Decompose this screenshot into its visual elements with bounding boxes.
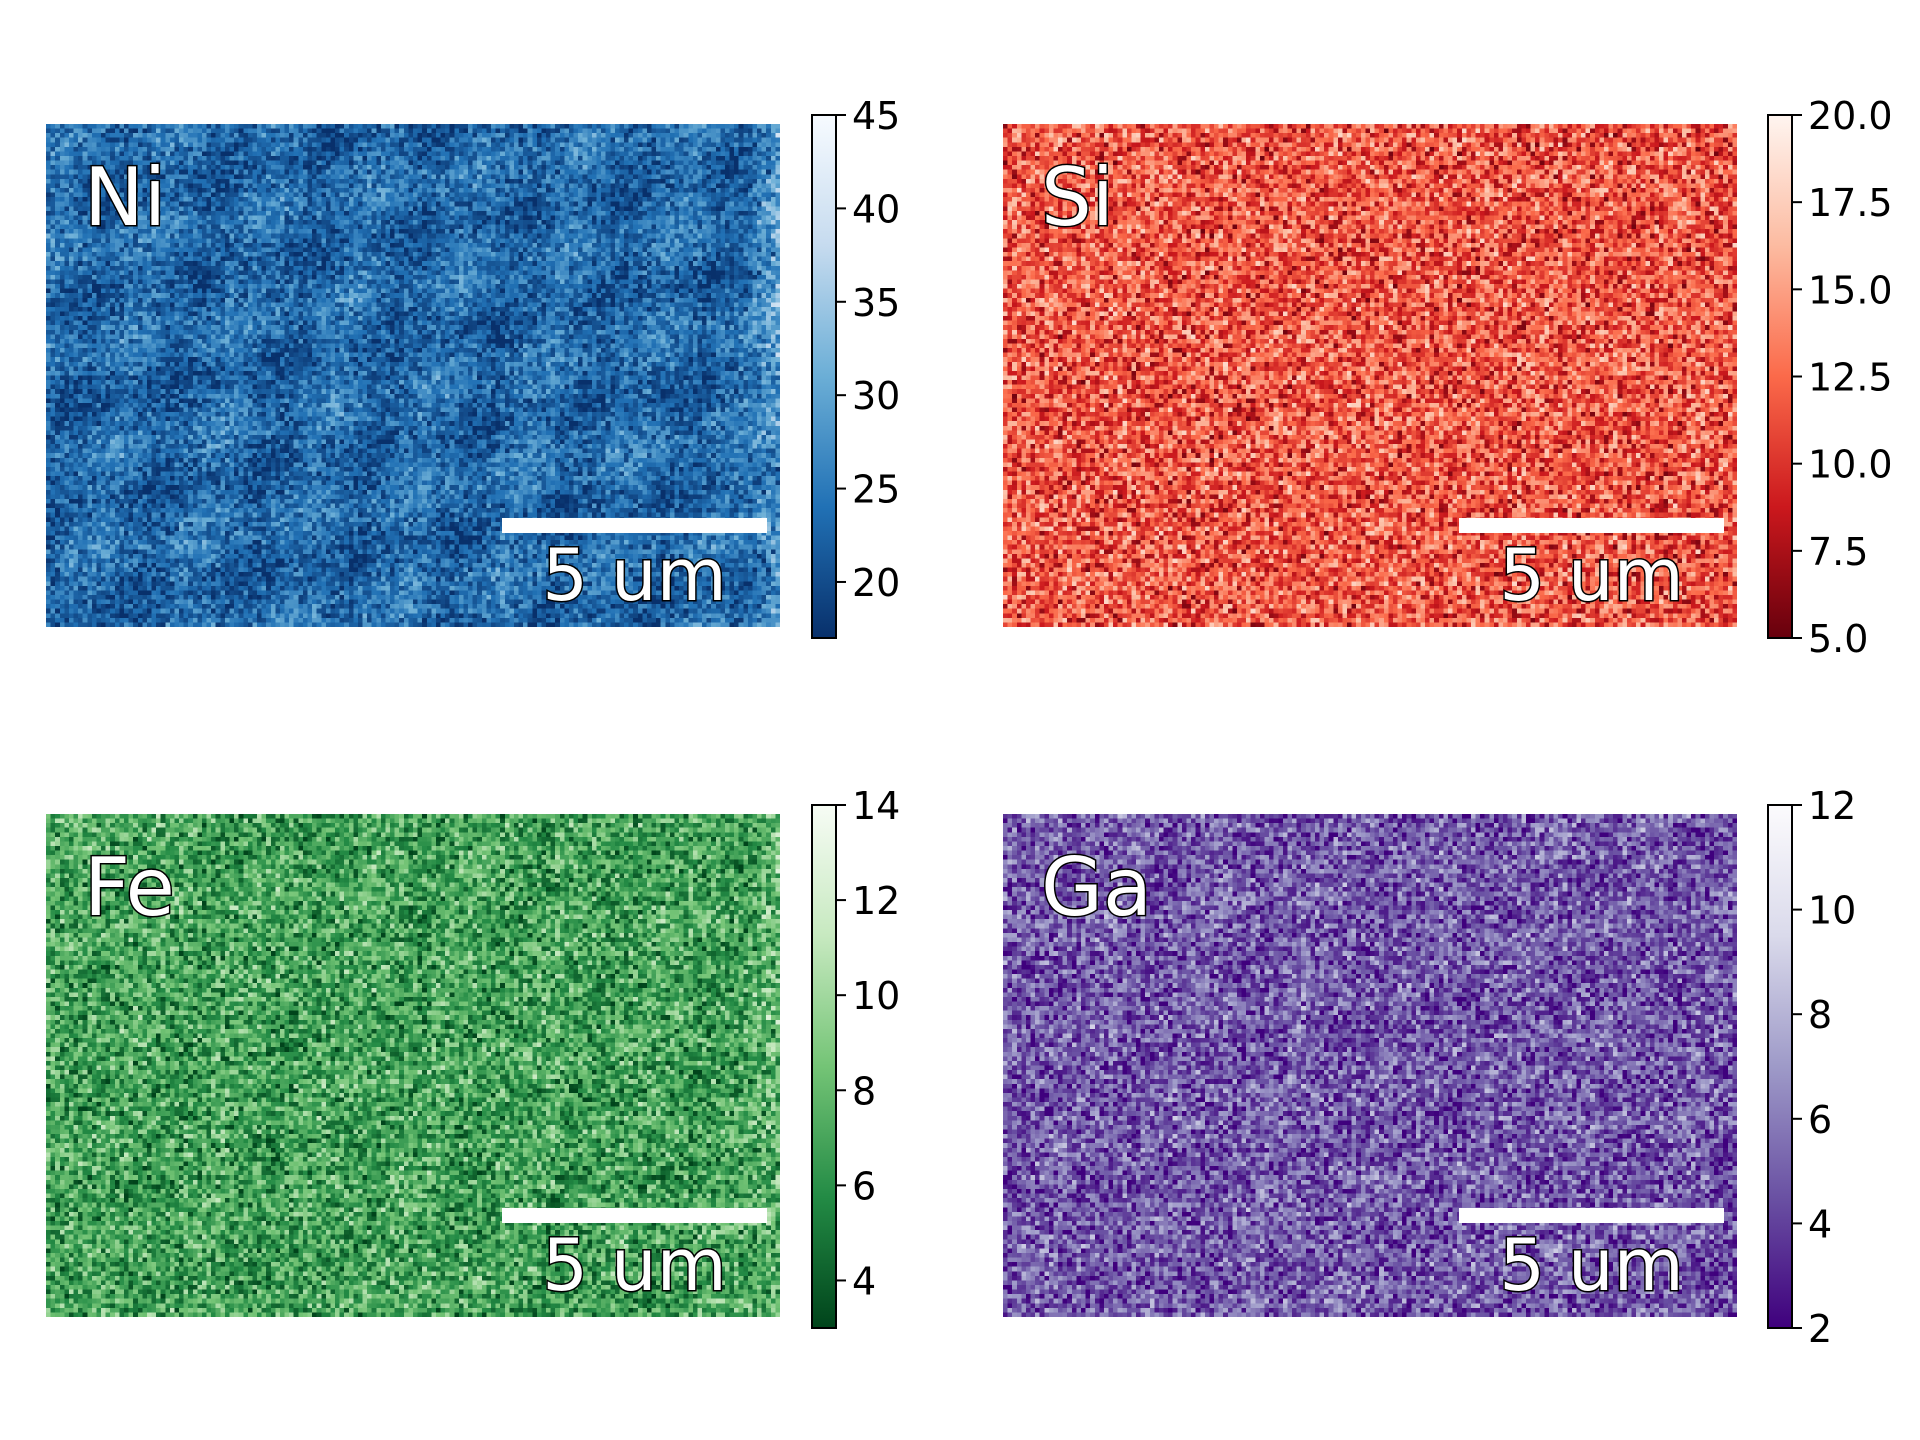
ni-map-image <box>46 124 780 627</box>
colorbar-tick-label: 10.0 <box>1808 443 1893 487</box>
colorbar-tick-label: 30 <box>852 374 900 418</box>
colorbar-tick-label: 2 <box>1808 1307 1832 1351</box>
colorbar-tick-label: 35 <box>852 281 900 325</box>
ga-element-label: Ga <box>1039 841 1153 934</box>
colorbar-gradient <box>1767 114 1793 639</box>
ni-scalebar-label: 5 um <box>541 533 728 617</box>
colorbar-tick-label: 25 <box>852 468 900 512</box>
colorbar-tick-label: 10 <box>1808 889 1856 933</box>
colorbar-tick-label: 6 <box>1808 1098 1832 1142</box>
si-element-label: Si <box>1039 151 1115 244</box>
colorbar-tick-label: 8 <box>852 1069 876 1113</box>
colorbar-tick-label: 20.0 <box>1808 94 1893 138</box>
colorbar-tick-label: 40 <box>852 187 900 231</box>
colorbar-gradient <box>1767 804 1793 1329</box>
fe-map-image <box>46 814 780 1317</box>
fe-colorbar: 4 6 8 10 12 14 <box>811 784 900 1329</box>
colorbar-tick-label: 12 <box>1808 784 1856 828</box>
si-scalebar <box>1459 518 1724 533</box>
fe-scalebar <box>502 1208 767 1223</box>
colorbar-tick-label: 12.5 <box>1808 356 1893 400</box>
si-colorbar: 5.0 7.5 10.0 12.5 15.0 17.5 20.0 <box>1767 94 1893 661</box>
fe-element-label: Fe <box>83 841 177 934</box>
colorbar-tick-label: 15.0 <box>1808 268 1893 312</box>
colorbar-tick-label: 4 <box>1808 1202 1832 1246</box>
colorbar-tick-label: 45 <box>852 94 900 138</box>
colorbar-gradient <box>811 114 837 639</box>
ni-scalebar <box>502 518 767 533</box>
colorbar-tick-label: 5.0 <box>1808 617 1868 661</box>
ga-colorbar: 2 4 6 8 10 12 <box>1767 784 1856 1351</box>
colorbar-tick-label: 14 <box>852 784 900 828</box>
colorbar-tick-label: 6 <box>852 1164 876 1208</box>
si-scalebar-label: 5 um <box>1498 533 1685 617</box>
colorbar-tick-label: 8 <box>1808 993 1832 1037</box>
colorbar-gradient <box>811 804 837 1329</box>
colorbar-tick-label: 7.5 <box>1808 530 1868 574</box>
ni-colorbar: 20 25 30 35 40 45 <box>811 94 900 639</box>
ga-scalebar-label: 5 um <box>1498 1223 1685 1307</box>
colorbar-tick-label: 4 <box>852 1259 876 1303</box>
ga-map-image <box>1003 814 1737 1317</box>
colorbar-tick-label: 17.5 <box>1808 181 1893 225</box>
colorbar-tick-label: 12 <box>852 879 900 923</box>
fe-scalebar-label: 5 um <box>541 1223 728 1307</box>
si-map-image <box>1003 124 1737 627</box>
ga-scalebar <box>1459 1208 1724 1223</box>
ni-element-label: Ni <box>82 151 167 244</box>
colorbar-tick-label: 20 <box>852 561 900 605</box>
colorbar-tick-label: 10 <box>852 974 900 1018</box>
